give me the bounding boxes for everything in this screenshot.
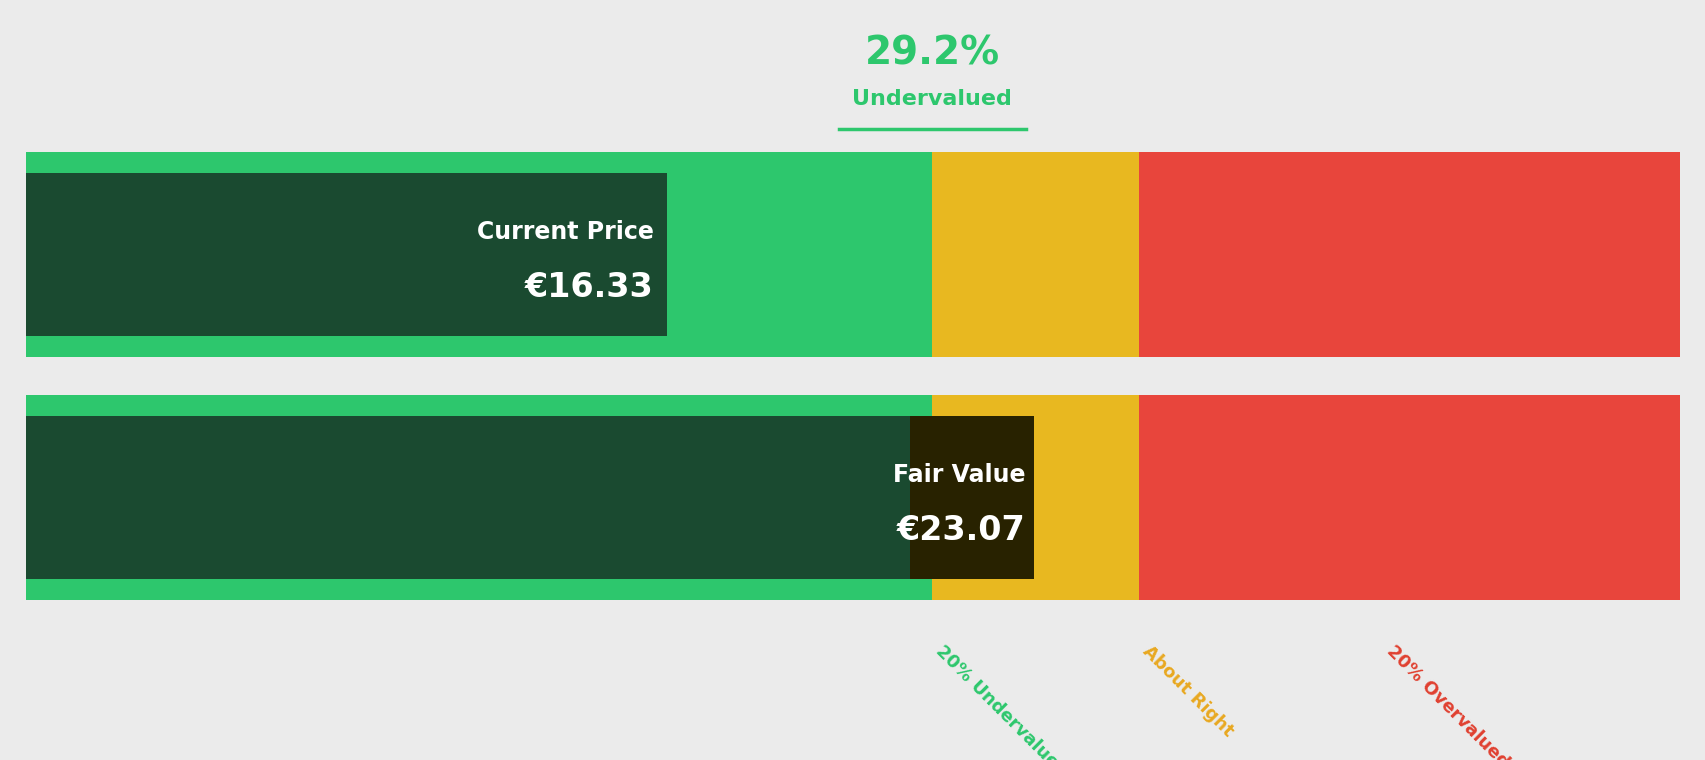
Bar <box>26 416 933 579</box>
Bar <box>26 173 667 336</box>
Text: €16.33: €16.33 <box>525 271 653 304</box>
Text: 20% Undervalued: 20% Undervalued <box>933 642 1071 760</box>
Text: 20% Overvalued: 20% Overvalued <box>1383 642 1511 760</box>
Text: Undervalued: Undervalued <box>852 89 1011 109</box>
Text: About Right: About Right <box>1139 642 1236 740</box>
Text: Current Price: Current Price <box>477 220 653 244</box>
Text: Fair Value: Fair Value <box>893 463 1025 487</box>
Bar <box>1139 395 1679 600</box>
Text: 29.2%: 29.2% <box>864 34 999 72</box>
Bar <box>933 395 1139 600</box>
Bar <box>26 395 933 600</box>
Bar <box>1139 152 1679 357</box>
Text: €23.07: €23.07 <box>897 514 1025 547</box>
Bar <box>933 152 1139 357</box>
Bar <box>909 416 1033 579</box>
Bar <box>26 152 933 357</box>
